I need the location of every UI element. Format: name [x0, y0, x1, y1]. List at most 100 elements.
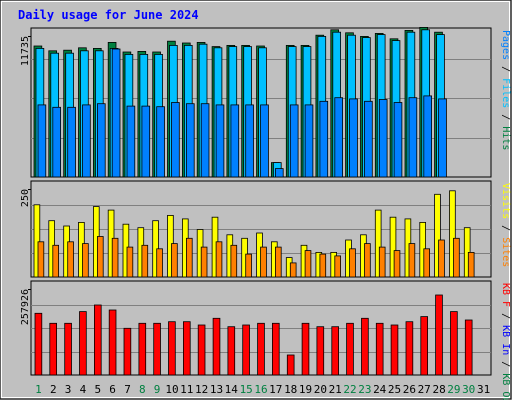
- bar-visits-day-24: [374, 209, 382, 278]
- x-tick-label-day-24: 24: [373, 383, 387, 396]
- x-tick-label-day-11: 11: [180, 383, 193, 396]
- legend-visits-part-1: /: [500, 219, 511, 237]
- bar-kbytes-day-23: [361, 317, 369, 376]
- bar-sites-day-13: [215, 241, 223, 278]
- legend-kbytes-part-4: KB Out: [500, 373, 511, 400]
- legend-kbytes-part-3: /: [500, 355, 511, 373]
- bar-visits-day-25: [389, 216, 397, 278]
- panel-kbytes: 257926 KB F / KB In / KB Out: [20, 280, 511, 400]
- bar-sites-day-22: [349, 248, 356, 278]
- x-tick-label-day-2: 2: [50, 383, 57, 396]
- x-tick-label-day-18: 18: [284, 383, 297, 396]
- x-tick-label-day-25: 25: [388, 383, 401, 396]
- bar-pages-day-17: [274, 168, 284, 178]
- bar-pages-day-18: [289, 104, 299, 178]
- bar-kbytes-day-22: [346, 322, 354, 376]
- bar-pages-day-19: [304, 104, 314, 178]
- bar-pages-day-12: [200, 103, 210, 178]
- bar-visits-day-29: [449, 190, 456, 278]
- bar-pages-day-23: [364, 100, 373, 178]
- x-tick-label-day-17: 17: [269, 383, 282, 396]
- bar-pages-day-1: [37, 104, 47, 178]
- x-tick-label-day-22: 22: [343, 383, 356, 396]
- bar-kbytes-day-3: [64, 322, 72, 376]
- bar-kbytes-day-30: [464, 319, 473, 376]
- bar-sites-day-6: [111, 237, 119, 278]
- x-tick-label-day-10: 10: [165, 383, 178, 396]
- x-tick-label-day-19: 19: [299, 383, 312, 396]
- bar-pages-day-9: [156, 106, 165, 178]
- panel-kbytes-ymax-label: 257926: [20, 289, 31, 325]
- bar-kbytes-day-29: [450, 311, 458, 376]
- bar-sites-day-20: [319, 253, 327, 278]
- bar-pages-day-27: [423, 95, 432, 178]
- bar-pages-day-21: [334, 97, 343, 178]
- bar-sites-day-24: [378, 246, 386, 278]
- bar-pages-day-14: [230, 104, 240, 178]
- x-tick-label-day-1: 1: [35, 383, 42, 396]
- legend-hits-part-0: Pages: [500, 30, 511, 60]
- x-axis-labels: 1 2 3 4 5 6 7 8 9 10 11 12 13 14 15 16 17 18 19 20 21 22 23 24 2…: [35, 383, 490, 396]
- bar-pages-day-3: [67, 106, 76, 178]
- bar-kbytes-day-6: [108, 309, 117, 376]
- bar-pages-day-4: [82, 104, 91, 178]
- bar-visits-day-1: [33, 204, 41, 278]
- bar-sites-day-9: [156, 248, 163, 278]
- bar-kbytes-day-20: [316, 326, 325, 376]
- bar-kbytes-day-8: [138, 322, 147, 376]
- x-tick-label-day-20: 20: [314, 383, 327, 396]
- bar-kbytes-day-18: [286, 354, 295, 376]
- bar-sites-day-15: [245, 253, 252, 278]
- bar-kbytes-day-25: [390, 324, 399, 376]
- bar-pages-day-8: [141, 105, 151, 178]
- bar-kbytes-day-16: [257, 322, 265, 376]
- bar-pages-day-11: [185, 103, 195, 178]
- x-tick-label-day-3: 3: [65, 383, 72, 396]
- bar-sites-day-25: [393, 250, 401, 278]
- bar-pages-day-15: [245, 104, 254, 178]
- bar-kbytes-day-21: [331, 326, 339, 376]
- x-tick-label-day-30: 30: [462, 383, 475, 396]
- bar-kbytes-day-19: [301, 322, 310, 376]
- bar-kbytes-day-14: [227, 326, 236, 376]
- panel-visits: 250 Visits / Sites: [20, 180, 511, 278]
- bar-kbytes-day-26: [405, 321, 414, 376]
- bar-kbytes-day-4: [79, 311, 87, 376]
- bar-kbytes-day-28: [435, 294, 443, 376]
- bar-sites-day-18: [289, 262, 297, 278]
- x-tick-label-day-23: 23: [358, 383, 371, 396]
- bar-kbytes-day-17: [271, 322, 280, 376]
- x-tick-label-day-14: 14: [225, 383, 239, 396]
- legend-visits-part-2: Sites: [500, 237, 511, 267]
- series-pages: [37, 48, 447, 178]
- bar-sites-day-16: [260, 246, 267, 278]
- bar-sites-day-2: [52, 244, 59, 278]
- x-tick-label-day-26: 26: [403, 383, 416, 396]
- x-tick-label-day-9: 9: [154, 383, 161, 396]
- bar-pages-day-28: [438, 98, 447, 178]
- bar-pages-day-13: [215, 104, 225, 178]
- bar-sites-day-28: [438, 239, 445, 278]
- bar-kbytes-day-13: [212, 317, 221, 376]
- bar-pages-day-16: [260, 104, 269, 178]
- panel-visits-legend: Visits / Sites: [500, 183, 511, 267]
- bar-sites-day-8: [141, 244, 149, 278]
- legend-kbytes-part-2: KB In: [500, 325, 511, 355]
- bar-pages-day-5: [97, 103, 106, 178]
- panel-hits: 11735 Pages / Files / Hits: [20, 26, 511, 178]
- x-tick-label-day-28: 28: [432, 383, 445, 396]
- bar-pages-day-22: [349, 98, 358, 178]
- bar-sites-day-5: [97, 236, 104, 278]
- bar-kbytes-day-5: [94, 304, 102, 376]
- bar-visits-day-28: [434, 193, 441, 278]
- bar-sites-day-23: [364, 243, 371, 278]
- bar-sites-day-10: [171, 243, 178, 278]
- bar-kbytes-day-1: [34, 312, 43, 376]
- bar-sites-day-1: [37, 241, 45, 278]
- bar-sites-day-7: [126, 246, 134, 278]
- bar-sites-day-17: [274, 246, 282, 278]
- legend-kbytes-part-0: KB F: [500, 283, 511, 307]
- bar-pages-day-24: [378, 99, 388, 178]
- bar-sites-day-12: [200, 246, 208, 278]
